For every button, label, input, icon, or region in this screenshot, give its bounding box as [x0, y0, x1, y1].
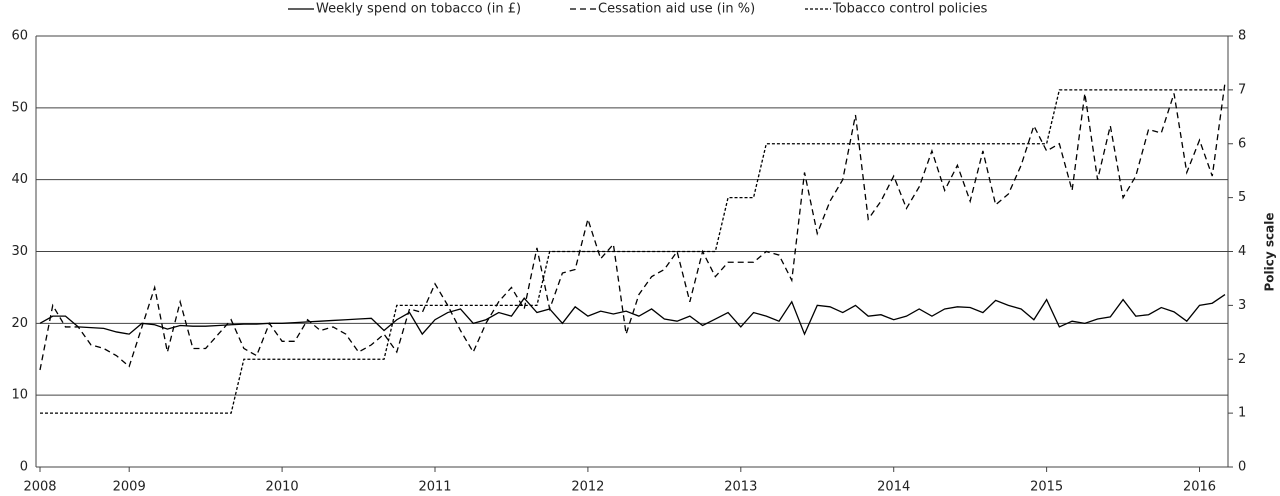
- y-tick-label: 60: [11, 29, 28, 44]
- y2-tick-label: 3: [1238, 298, 1246, 313]
- x-tick-label: 2013: [724, 480, 757, 495]
- x-tick-label: 2014: [877, 480, 910, 495]
- y2-tick-label: 1: [1238, 406, 1246, 421]
- legend-label: Cessation aid use (in %): [598, 2, 755, 17]
- y2-tick-label: 8: [1238, 29, 1246, 44]
- x-tick-label: 2012: [571, 480, 604, 495]
- y-tick-label: 40: [11, 172, 28, 187]
- series-line: [39, 294, 1226, 336]
- series-line: [39, 82, 1226, 371]
- x-tick-label: 2009: [113, 480, 146, 495]
- x-tick-label: 2016: [1183, 480, 1216, 495]
- x-tick-label: 2008: [23, 480, 56, 495]
- y2-tick-label: 6: [1238, 136, 1246, 151]
- x-tick-label: 2015: [1030, 480, 1063, 495]
- y-tick-label: 0: [20, 460, 28, 475]
- y2-tick-label: 7: [1238, 82, 1246, 97]
- y2-tick-label: 5: [1238, 190, 1246, 205]
- y2-tick-label: 2: [1238, 352, 1246, 367]
- series-line: [40, 89, 1225, 414]
- legend-label: Tobacco control policies: [832, 2, 988, 17]
- y-tick-label: 20: [11, 316, 28, 331]
- y2-axis-label: Policy scale: [1263, 213, 1277, 292]
- x-tick-label: 2010: [266, 480, 299, 495]
- y2-tick-label: 0: [1238, 460, 1246, 475]
- y-tick-label: 50: [11, 100, 28, 115]
- y-tick-label: 10: [11, 388, 28, 403]
- y-tick-label: 30: [11, 244, 28, 259]
- x-tick-label: 2011: [418, 480, 451, 495]
- legend-label: Weekly spend on tobacco (in £): [316, 2, 521, 17]
- y2-tick-label: 4: [1238, 244, 1246, 259]
